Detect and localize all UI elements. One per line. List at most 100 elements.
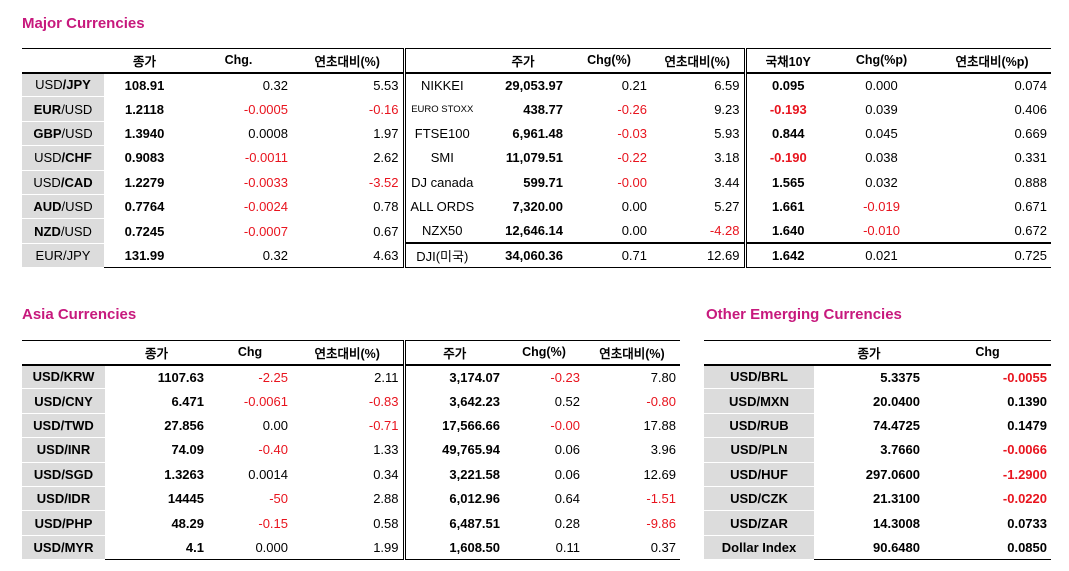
chg-value: -0.0011 bbox=[244, 150, 288, 166]
header-index-blank bbox=[404, 48, 479, 74]
bond-ytd-value: 0.406 bbox=[1014, 101, 1047, 117]
header-blank bbox=[704, 340, 814, 366]
header-stock-chg: Chg(%) bbox=[567, 48, 651, 74]
close-value: 1.3940 bbox=[124, 125, 165, 141]
currency-pair-label: USD/BRL bbox=[704, 364, 814, 390]
stock-index-name: NIKKEI bbox=[420, 77, 464, 93]
stock-close-value: 1,608.50 bbox=[404, 535, 504, 561]
pair-quote: /JPY bbox=[62, 77, 91, 93]
table-row: USD/JPY 108.91 0.32 5.53 NIKKEI 29,053.97 0.21… bbox=[22, 72, 1051, 98]
ytd-value: -3.52 bbox=[292, 170, 406, 195]
stock-index-name: DJI(미국) bbox=[404, 242, 479, 269]
currency-pair-label: USD/MYR bbox=[22, 535, 105, 561]
header-stock: 주가 bbox=[404, 340, 504, 366]
currency-pair-label: USD/TWD bbox=[22, 413, 105, 439]
currency-pair-label: NZD/USD bbox=[22, 218, 104, 244]
chg-value: -0.15 bbox=[258, 515, 288, 531]
header-bond-ytd: 연초대비(%p) bbox=[933, 48, 1051, 74]
chg-value: 0.32 bbox=[185, 243, 292, 269]
close-value: 74.09 bbox=[171, 442, 204, 458]
stock-close-value: 6,961.48 bbox=[512, 125, 563, 141]
pair-base: EUR/JPY bbox=[35, 247, 91, 263]
stock-close-value: 49,765.94 bbox=[442, 442, 500, 458]
chg-value: 0.00 bbox=[262, 417, 288, 433]
stock-ytd-value: 3.18 bbox=[651, 145, 747, 171]
chg-value: 0.000 bbox=[208, 535, 292, 561]
stock-ytd-value: -9.86 bbox=[646, 515, 676, 531]
stock-chg-value: 0.11 bbox=[504, 535, 584, 561]
chg-value: -0.0055 bbox=[1002, 369, 1047, 385]
table-row: USD/SGD 1.3263 0.0014 0.34 3,221.58 0.06 12.69 bbox=[22, 462, 680, 487]
chg-value: 0.0008 bbox=[248, 125, 288, 141]
pair-base: AUD bbox=[33, 199, 62, 215]
bond-ytd-value: 0.725 bbox=[933, 242, 1051, 269]
currency-pair-label: USD/RUB bbox=[704, 413, 814, 439]
close-value: 1.2118 bbox=[124, 101, 165, 117]
stock-ytd-value: 17.88 bbox=[643, 417, 676, 433]
stock-close-value: 7,320.00 bbox=[512, 199, 563, 215]
stock-close-value: 29,053.97 bbox=[505, 77, 563, 93]
emerging-header-row: 종가 Chg bbox=[704, 340, 1051, 366]
ytd-value: 1.33 bbox=[292, 437, 406, 463]
pair-quote: /USD bbox=[60, 223, 92, 239]
stock-close-value: 3,174.07 bbox=[449, 369, 500, 385]
chg-value: -50 bbox=[269, 491, 288, 507]
table-row: EUR/JPY 131.99 0.32 4.63 DJI(미국) 34,060.36 0.7… bbox=[22, 242, 1051, 269]
table-row: USD/PLN 3.7660 -0.0066 bbox=[704, 437, 1051, 463]
close-value: 1107.63 bbox=[157, 369, 204, 385]
chg-value: 0.0014 bbox=[248, 466, 288, 482]
stock-close-value: 438.77 bbox=[523, 101, 563, 117]
currency-pair-label: USD/IDR bbox=[22, 486, 105, 512]
chg-value: -0.0220 bbox=[1002, 491, 1047, 507]
table-row: USD/ZAR 14.3008 0.0733 bbox=[704, 510, 1051, 536]
bond-yield-value: 0.095 bbox=[771, 77, 805, 93]
stock-chg-value: 0.71 bbox=[567, 242, 651, 269]
ytd-value: 1.97 bbox=[292, 121, 406, 146]
stock-chg-value: -0.26 bbox=[617, 101, 647, 117]
pair-base: GBP bbox=[33, 125, 62, 141]
header-bond-chg: Chg(%p) bbox=[830, 48, 933, 74]
stock-close-value: 599.71 bbox=[523, 174, 563, 190]
stock-ytd-value: 3.96 bbox=[650, 442, 676, 458]
bond-yield-value: 1.565 bbox=[771, 174, 805, 190]
header-close: 종가 bbox=[105, 340, 208, 366]
header-stock-chg: Chg(%) bbox=[504, 340, 584, 366]
close-value: 1.3263 bbox=[164, 466, 204, 482]
bond-chg-value: 0.039 bbox=[865, 101, 898, 117]
table-row: GBP/USD 1.3940 0.0008 1.97 FTSE100 6,961.48 -0… bbox=[22, 121, 1051, 147]
stock-ytd-value: -1.51 bbox=[646, 491, 676, 507]
currency-pair-label: USD/JPY bbox=[22, 72, 104, 98]
currency-pair-label: Dollar Index bbox=[704, 535, 814, 561]
close-value: 0.7764 bbox=[124, 199, 165, 215]
stock-close-value: 6,487.51 bbox=[449, 515, 500, 531]
currency-pair-label: USD/CAD bbox=[22, 170, 104, 195]
bond-chg-value: 0.032 bbox=[865, 174, 898, 190]
stock-chg-value: -0.00 bbox=[617, 174, 647, 190]
stock-chg-value: -0.22 bbox=[617, 150, 647, 166]
asia-currencies-table: 종가 Chg 연초대비(%) 주가 Chg(%) 연초대비(%) USD/KRW… bbox=[22, 340, 680, 561]
ytd-value: 4.63 bbox=[292, 243, 406, 269]
stock-ytd-value: 6.59 bbox=[651, 72, 747, 97]
pair-base: EUR bbox=[33, 101, 62, 117]
close-value: 3.7660 bbox=[880, 442, 920, 458]
stock-ytd-value: 7.80 bbox=[650, 369, 676, 385]
close-value: 0.9083 bbox=[124, 150, 165, 166]
stock-ytd-value: 5.93 bbox=[651, 121, 747, 146]
currency-pair-label: EUR/USD bbox=[22, 96, 104, 122]
pair-base: USD bbox=[34, 150, 62, 166]
currency-pair-label: USD/SGD bbox=[22, 462, 105, 487]
table-row: USD/CZK 21.3100 -0.0220 bbox=[704, 486, 1051, 512]
asia-header-row: 종가 Chg 연초대비(%) 주가 Chg(%) 연초대비(%) bbox=[22, 340, 680, 366]
ytd-value: 2.88 bbox=[292, 486, 406, 511]
currency-pair-label: USD/CHF bbox=[22, 145, 104, 171]
stock-chg-value: 0.06 bbox=[554, 466, 580, 482]
close-value: 5.3375 bbox=[880, 369, 920, 385]
ytd-value: 0.67 bbox=[292, 218, 406, 244]
bond-ytd-value: 0.074 bbox=[1014, 77, 1047, 93]
header-chg: Chg. bbox=[185, 48, 292, 74]
bond-chg-value: 0.000 bbox=[865, 77, 898, 93]
close-value: 48.29 bbox=[171, 515, 204, 531]
bond-chg-value: 0.021 bbox=[830, 242, 933, 269]
ytd-value: 5.53 bbox=[292, 72, 406, 97]
chg-value: -0.0066 bbox=[1002, 442, 1047, 458]
